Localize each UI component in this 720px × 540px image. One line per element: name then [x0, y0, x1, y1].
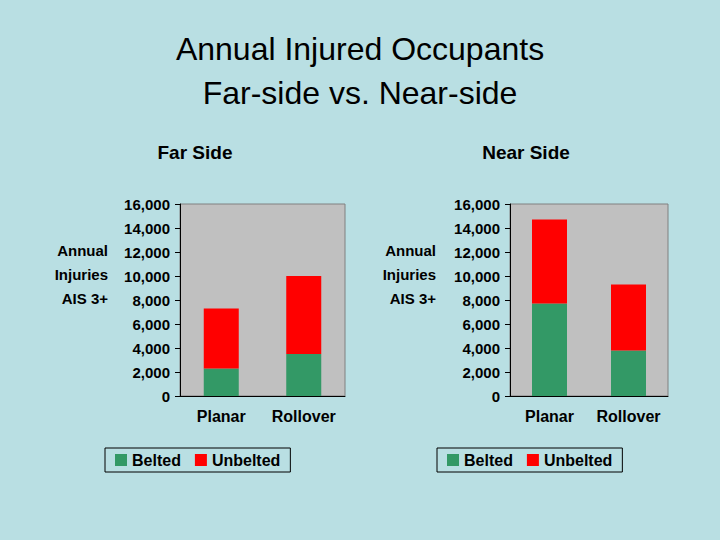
svg-text:Near Side: Near Side [482, 142, 570, 163]
svg-text:8,000: 8,000 [132, 292, 170, 309]
svg-text:10,000: 10,000 [454, 268, 500, 285]
svg-text:Far Side: Far Side [158, 142, 233, 163]
svg-text:16,000: 16,000 [124, 196, 170, 213]
svg-text:6,000: 6,000 [132, 316, 170, 333]
svg-text:2,000: 2,000 [462, 364, 500, 381]
svg-text:4,000: 4,000 [462, 340, 500, 357]
svg-text:14,000: 14,000 [454, 220, 500, 237]
svg-text:Injuries: Injuries [55, 266, 108, 283]
svg-text:2,000: 2,000 [132, 364, 170, 381]
svg-text:4,000: 4,000 [132, 340, 170, 357]
svg-text:Belted: Belted [464, 452, 513, 469]
svg-text:14,000: 14,000 [124, 220, 170, 237]
svg-text:Unbelted: Unbelted [544, 452, 612, 469]
svg-text:Unbelted: Unbelted [212, 452, 280, 469]
svg-text:6,000: 6,000 [462, 316, 500, 333]
svg-text:Annual: Annual [385, 242, 436, 259]
svg-text:0: 0 [162, 388, 170, 405]
svg-text:AIS 3+: AIS 3+ [390, 290, 437, 307]
svg-text:Planar: Planar [197, 408, 246, 425]
svg-text:12,000: 12,000 [454, 244, 500, 261]
svg-text:Annual Injured Occupants: Annual Injured Occupants [176, 31, 544, 67]
svg-text:Rollover: Rollover [272, 408, 336, 425]
svg-text:Far-side vs. Near-side: Far-side vs. Near-side [203, 75, 518, 111]
svg-text:Belted: Belted [132, 452, 181, 469]
svg-text:Planar: Planar [525, 408, 574, 425]
svg-text:Injuries: Injuries [383, 266, 436, 283]
svg-text:0: 0 [492, 388, 500, 405]
svg-text:10,000: 10,000 [124, 268, 170, 285]
svg-text:8,000: 8,000 [462, 292, 500, 309]
svg-text:12,000: 12,000 [124, 244, 170, 261]
svg-text:16,000: 16,000 [454, 196, 500, 213]
svg-text:Annual: Annual [57, 242, 108, 259]
svg-text:AIS 3+: AIS 3+ [62, 290, 109, 307]
svg-text:Rollover: Rollover [596, 408, 660, 425]
